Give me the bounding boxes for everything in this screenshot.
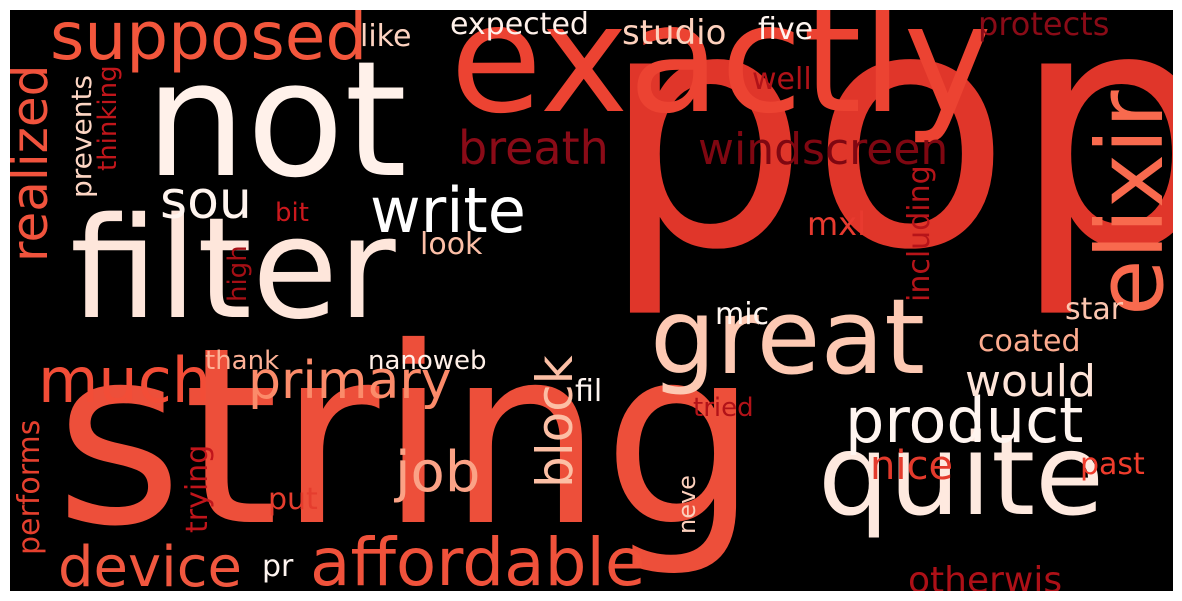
word-look: look: [420, 227, 483, 262]
word-windscreen: windscreen: [698, 124, 949, 175]
word-studio: studio: [622, 13, 727, 53]
word-exactly: exactly: [450, 10, 993, 147]
word-pop: pop: [600, 10, 1173, 322]
word-high: high: [223, 245, 253, 302]
word-protects: protects: [978, 10, 1110, 43]
word-star: star: [1065, 292, 1124, 327]
word-write: write: [370, 174, 526, 247]
word-product: product: [845, 384, 1084, 457]
word-put: put: [268, 482, 318, 517]
word-breath: breath: [458, 121, 609, 175]
word-thank: thank: [205, 346, 280, 376]
word-expected: expected: [450, 10, 589, 42]
word-block: block: [526, 355, 584, 488]
word-quite: quite: [818, 411, 1105, 541]
word-bit: bit: [275, 198, 309, 228]
word-tried: tried: [693, 393, 754, 423]
word-supposed: supposed: [50, 10, 368, 75]
word-elixir: elixir: [1077, 90, 1173, 316]
word-primary: primary: [248, 351, 452, 411]
word-nice: nice: [870, 443, 954, 489]
word-coated: coated: [978, 324, 1081, 359]
word-prevents: prevents: [65, 74, 98, 198]
word-realized: realized: [10, 64, 59, 262]
word-much: much: [38, 344, 212, 417]
word-past: past: [1080, 447, 1145, 482]
word-would: would: [965, 356, 1096, 407]
word-filter: filter: [70, 188, 396, 351]
word-like: like: [360, 19, 412, 54]
word-affordable: affordable: [310, 524, 646, 592]
word-string: string: [55, 295, 759, 580]
word-neve: neve: [673, 475, 701, 534]
word-trying: trying: [180, 444, 215, 533]
word-nanoweb: nanoweb: [368, 346, 487, 376]
word-mic: mic: [715, 297, 770, 332]
word-including: including: [902, 165, 937, 302]
word-sou: sou: [160, 171, 252, 231]
word-job: job: [395, 440, 481, 505]
word-device: device: [58, 535, 242, 592]
word-otherwis: otherwis: [908, 560, 1063, 592]
word-pr: pr: [262, 549, 294, 584]
word-mxl: mxl: [807, 205, 866, 243]
word-fil: fil: [575, 374, 603, 409]
word-great: great: [650, 276, 925, 398]
word-five: five: [758, 12, 814, 47]
word-thinking: thinking: [93, 65, 123, 171]
word-performs: performs: [12, 419, 47, 555]
word-well: well: [752, 62, 812, 97]
word-not: not: [145, 26, 408, 213]
word-cloud: pop string not exactly filter quite great elixi…: [10, 10, 1173, 591]
